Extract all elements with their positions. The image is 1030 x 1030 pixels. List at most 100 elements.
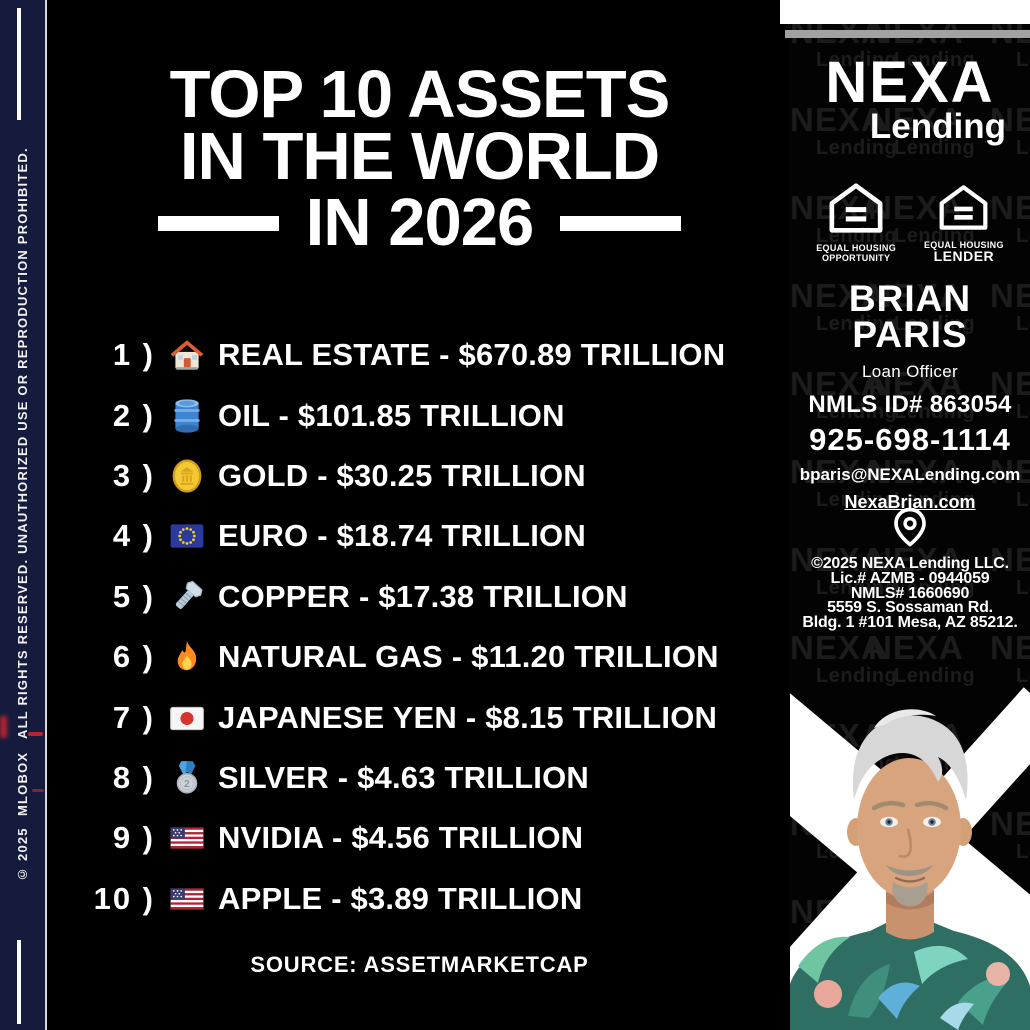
asset-value: $30.25 TRILLION [336,457,586,493]
eh-opportunity-line2: OPPORTUNITY [821,253,891,263]
asset-value: $4.63 TRILLION [357,759,589,795]
agent-nmls-id: NMLS ID# 863054 [808,391,1012,418]
asset-rank: 2 ) [112,397,155,433]
asset-separator: - [278,397,290,433]
asset-name: OIL [218,397,270,433]
company-copyright: ©2025 NEXA Lending LLC. [811,555,1009,572]
agent-email-link[interactable]: bparis@NEXALending.com [799,465,1021,484]
title-line-3: IN 2026 [305,185,535,260]
company-license: Lic.# AZMB - 0944059 [830,569,990,587]
title-dash-right [560,215,682,231]
company-address-line1: 5559 S. Sossaman Rd. [827,599,993,617]
asset-value: $18.74 TRILLION [336,518,586,554]
equal-housing-lender-icon [936,185,991,235]
asset-row: 3 ) GOLD - $30.25 TRILLION [49,446,790,506]
agent-phone-number[interactable]: 925-698-1114 [809,422,1011,457]
asset-value: $101.85 TRILLION [297,397,565,433]
red-accent [32,789,44,792]
asset-name: NATURAL GAS [218,639,443,675]
rights-notice: ALL RIGHTS RESERVED. UNAUTHORIZED USE OR… [15,147,30,740]
asset-separator: - [331,820,343,856]
agent-last-name: PARIS [852,314,968,355]
agent-role: Loan Officer [862,362,958,381]
nexa-wordmark: NEXA [825,50,995,115]
lending-wordmark: Lending [869,107,1006,146]
asset-separator: - [331,880,342,916]
copyright-vertical-text: © 2025 MLOBOX ALL RIGHTS RESERVED. UNAUT… [0,0,45,1030]
asset-separator: - [439,337,450,373]
agent-photo [790,650,1030,1030]
asset-name: SILVER [218,759,329,795]
nexa-lending-logo: NEXA Lending [790,50,1030,146]
asset-rank: 6 ) [112,639,155,675]
eh-lender-line2: LENDER [933,248,995,264]
asset-rank: 5 ) [112,578,155,614]
asset-rank: 7 ) [112,699,155,735]
asset-rank: 3 ) [112,457,155,493]
company-address-line2: Bldg. 1 #101 Mesa, AZ 85212. [802,614,1018,632]
svg-text:2: 2 [184,778,190,790]
asset-separator: - [337,759,349,795]
asset-row: 7 ) JAPANESE YEN - $8.15 TRILLION [49,687,790,747]
company-info: ©2025 NEXA Lending LLC. Lic.# AZMB - 094… [790,555,1030,632]
oil-drum-icon [167,396,207,436]
asset-name: APPLE [218,880,323,916]
copyright-year: © 2025 [15,827,30,883]
top-white-bar [780,0,1030,24]
asset-separator: - [358,578,370,614]
red-accent [0,716,7,738]
asset-row: 4 ) EURO - $18.74 TRILLION [49,506,790,566]
page-title: TOP 10 ASSETS IN THE WORLD IN 2026 [49,57,790,260]
asset-row: 10 ) APPLE - $3.89 TRILLION [49,869,790,929]
asset-row: 5 ) COPPER - $17.38 TRILLION [49,567,790,627]
mlobox-logo: MLOBOX [15,751,30,816]
us-flag-icon [167,818,207,858]
main-content: TOP 10 ASSETS IN THE WORLD IN 2026 1 ) R… [49,0,790,1030]
asset-rank: 10 ) [93,880,155,916]
silver-medal-icon: 2 [167,758,207,798]
eu-flag-icon [167,516,207,556]
equal-housing-lender: EQUAL HOUSING LENDER [924,184,1004,263]
asset-value: $17.38 TRILLION [378,578,628,614]
left-copyright-strip: © 2025 MLOBOX ALL RIGHTS RESERVED. UNAUT… [0,0,47,1030]
japan-flag-icon [167,698,207,738]
asset-rank: 9 ) [112,820,155,856]
asset-row: 9 ) NVIDIA - $4.56 TRILLION [49,808,790,868]
company-nmls: NMLS# 1660690 [850,584,970,602]
asset-row: 6 ) NATURAL GAS - $11.20 TRILLION [49,627,790,687]
gold-coin-icon [167,456,207,496]
asset-separator: - [451,639,463,675]
strip-dash-top [17,8,21,120]
eh-lender-line1: EQUAL HOUSING [924,240,1004,250]
asset-name: REAL ESTATE [218,337,431,373]
title-line-2: IN THE WORLD [179,119,660,194]
nut-and-bolt-icon [167,577,207,617]
equal-housing-opportunity-icon [825,183,887,238]
us-flag-icon [167,879,207,919]
asset-name: COPPER [218,578,351,614]
top-gray-bar [785,30,1030,38]
eh-opportunity-line1: EQUAL HOUSING [816,243,896,253]
agent-card: BRIAN PARIS Loan Officer NMLS ID# 863054… [790,278,1030,513]
asset-name: JAPANESE YEN [218,699,458,735]
title-line-1: TOP 10 ASSETS [169,57,671,132]
asset-value: $8.15 TRILLION [485,699,718,735]
asset-separator: - [317,457,328,493]
asset-name: EURO [218,518,309,554]
asset-row: 2 ) OIL - $101.85 TRILLION [49,385,790,445]
house-icon [167,335,207,375]
branding-sidebar: NEXALendingNEXALendingNEXALendingNEXALen… [780,0,1030,1030]
strip-dash-bottom [17,940,21,1024]
asset-value: $3.89 TRILLION [350,880,583,916]
location-pin-icon [790,506,1030,553]
asset-separator: - [317,518,328,554]
agent-first-name: BRIAN [848,278,972,319]
equal-housing-opportunity: EQUAL HOUSING OPPORTUNITY [816,182,896,263]
agent-website-link[interactable]: NexaBrian.com [844,492,976,512]
asset-value: $11.20 TRILLION [471,639,719,675]
asset-rank: 1 ) [112,337,155,373]
asset-row: 8 ) 2 SILVER - $4.63 TRILLION [49,748,790,808]
fire-icon [167,637,207,677]
asset-rank: 4 ) [112,518,155,554]
